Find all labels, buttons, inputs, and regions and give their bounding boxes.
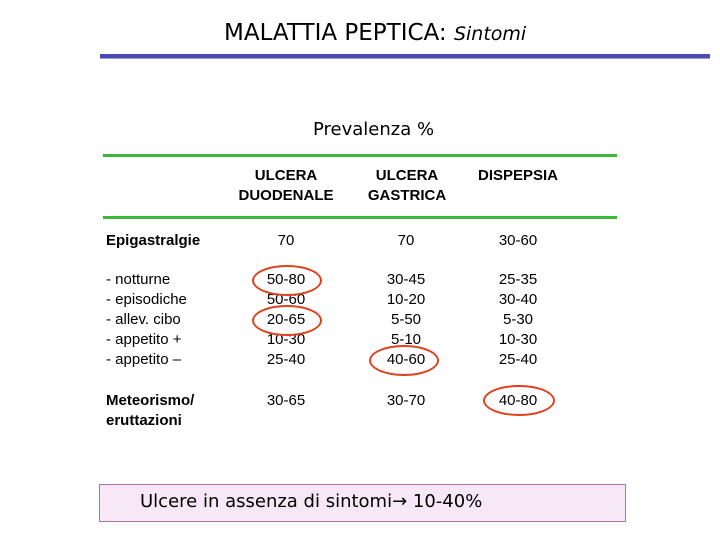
table-top-rule: [103, 154, 617, 157]
table-cell: 30-40: [498, 291, 538, 308]
column-header-ulcera-gastrica: ULCERA GASTRICA: [352, 166, 462, 206]
table-caption: Prevalenza %: [313, 119, 435, 140]
highlight-circle: [252, 265, 322, 296]
row-label-line: eruttazioni: [106, 412, 182, 429]
table-cell: 30-65: [266, 392, 306, 409]
table-cell: 30-60: [498, 232, 538, 249]
table-cell: 70: [277, 232, 295, 249]
table-cell: 10-30: [498, 331, 538, 348]
slide-title-sub: Sintomi: [453, 23, 527, 45]
row-label-line: Meteorismo/: [106, 392, 195, 409]
column-header-line: DUODENALE: [238, 187, 334, 204]
highlight-circle: [252, 305, 322, 336]
table-cell: 5-50: [390, 311, 422, 328]
table-cell: 30-45: [386, 271, 426, 288]
footer-note: Ulcere in assenza di sintomi→ 10-40%: [140, 491, 483, 512]
table-header-rule: [103, 216, 617, 219]
row-label-allev-cibo: - allev. cibo: [106, 311, 181, 328]
table-cell: 25-40: [498, 351, 538, 368]
table-cell: 70: [397, 232, 415, 249]
column-header-dispepsia: DISPEPSIA: [468, 166, 568, 186]
table-cell: 30-70: [386, 392, 426, 409]
footer-note-box: Ulcere in assenza di sintomi→ 10-40%: [99, 484, 626, 522]
highlight-circle: [483, 385, 555, 416]
row-label-epigastralgie: Epigastralgie: [106, 232, 201, 249]
row-label-episodiche: - episodiche: [106, 291, 187, 308]
column-header-line: GASTRICA: [367, 187, 447, 204]
table-cell: 5-10: [390, 331, 422, 348]
table-cell: 25-35: [498, 271, 538, 288]
column-header-ulcera-duodenale: ULCERA DUODENALE: [230, 166, 342, 206]
row-label-appetito-minus: - appetito –: [106, 351, 182, 368]
column-header-line: ULCERA: [375, 167, 439, 184]
row-label-notturne: - notturne: [106, 271, 171, 288]
table-cell: 25-40: [266, 351, 306, 368]
title-underline: [100, 54, 710, 59]
table-cell: 10-20: [386, 291, 426, 308]
column-header-line: ULCERA: [254, 167, 318, 184]
slide-title: MALATTIA PEPTICA: Sintomi: [224, 20, 526, 46]
table-cell: 5-30: [502, 311, 534, 328]
row-label-meteorismo: Meteorismo/ eruttazioni: [106, 391, 194, 431]
highlight-circle: [369, 345, 439, 376]
column-header-line: DISPEPSIA: [477, 167, 559, 184]
row-label-appetito-plus: - appetito +: [106, 331, 182, 348]
slide-title-main: MALATTIA PEPTICA:: [224, 20, 447, 46]
